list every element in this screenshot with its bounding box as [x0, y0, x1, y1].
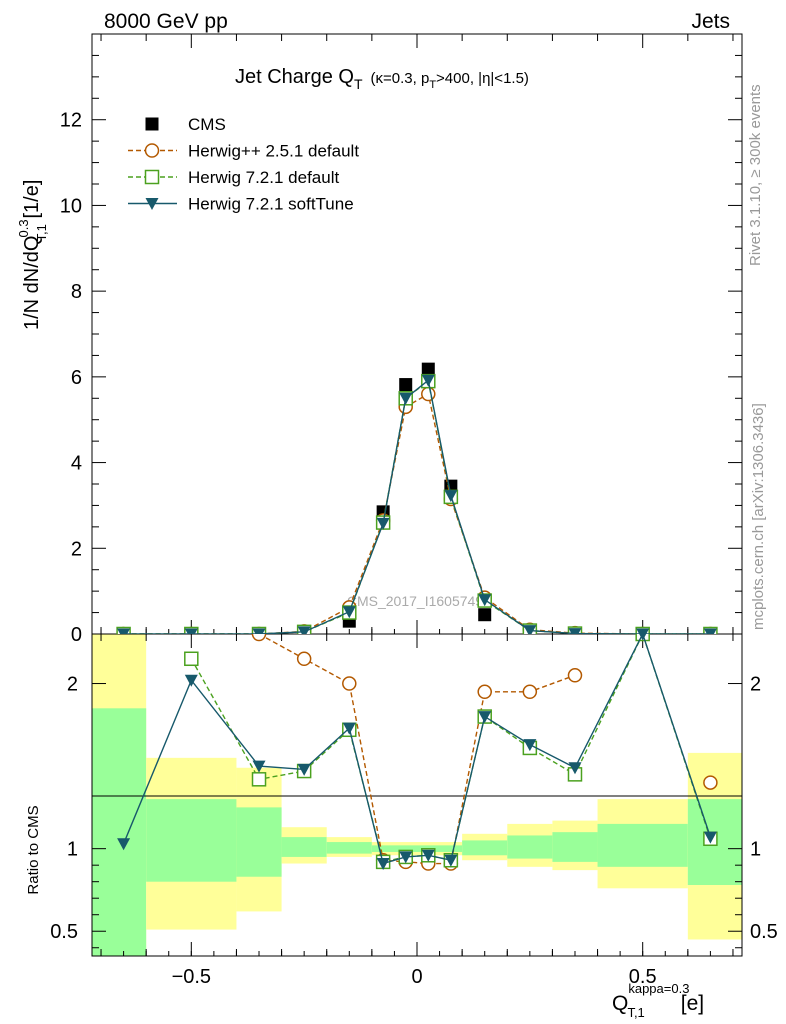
ratio-tick-label-left: 0.5 — [50, 921, 78, 943]
ratio-series-2-point — [251, 772, 267, 787]
ratio-series-3-point — [399, 851, 413, 864]
legend: CMS Herwig++ 2.5.1 default Herwig 7.2.1 de… — [128, 115, 359, 214]
band-inner-5 — [371, 845, 463, 852]
y-tick-label: 4 — [71, 453, 82, 475]
legend-marker-1 — [144, 143, 160, 158]
series-3-point — [523, 625, 537, 634]
legend-marker-0 — [145, 117, 159, 131]
series-0-point — [478, 608, 492, 622]
ratio-tick-label-left: 2 — [67, 674, 78, 696]
ratio-series-1-line — [258, 634, 576, 865]
energy-label: 8000 GeV pp — [104, 10, 228, 33]
rivet-version-label: Rivet 3.1.10, ≥ 300k events — [747, 84, 764, 266]
ratio-axis-label: Ratio to CMS — [25, 805, 42, 894]
x-tick-label: 0 — [411, 966, 422, 988]
ratio-series-3-point — [117, 838, 131, 851]
analysis-watermark: CMS_2017_I1605749 — [347, 593, 483, 609]
ratio-series-3-point — [444, 854, 458, 867]
ratio-series-3-point — [252, 760, 266, 773]
y-tick-label: 12 — [60, 110, 82, 132]
ratio-series-3-line — [122, 634, 712, 865]
band-inner-3 — [281, 837, 327, 857]
band-inner-8 — [552, 832, 598, 862]
y-tick-label: 6 — [71, 367, 82, 389]
band-inner-1 — [146, 799, 237, 882]
series-3-point — [252, 628, 266, 634]
series-0-point — [421, 362, 435, 376]
ratio-series-3-point — [478, 711, 492, 724]
ratio-series-3-point — [568, 762, 582, 775]
ratio-series-3-point — [184, 674, 198, 687]
ratio-series-3-point — [421, 849, 435, 862]
series-3-point — [478, 594, 492, 607]
ratio-tick-label-right: 2 — [750, 674, 761, 696]
series-1-point — [421, 386, 436, 402]
legend-marker-2 — [144, 169, 160, 185]
process-label: Jets — [691, 10, 730, 33]
ratio-tick-label-right: 0.5 — [750, 921, 778, 943]
band-inner-7 — [507, 835, 553, 859]
series-3-point — [297, 626, 311, 634]
ratio-series-1-point — [703, 775, 718, 790]
ratio-series — [117, 634, 718, 871]
x-tick-label: 0.5 — [629, 966, 657, 988]
legend-label-0: CMS — [188, 115, 226, 134]
y-tick-label: 8 — [71, 281, 82, 303]
mcplots-label: mcplots.cern.ch [arXiv:1306.3436] — [750, 403, 767, 630]
ratio-series-1-point — [522, 684, 538, 700]
x-axis-label: Qkappa=0.3 T,1 [e] — [612, 981, 704, 1020]
series-3-point — [636, 628, 650, 634]
series-3-point — [421, 374, 435, 387]
y-axis-label: 1/N dN/dQ0.3 T,1 [1/e] — [16, 180, 49, 330]
band-inner-6 — [462, 840, 508, 856]
series-3-point — [399, 392, 413, 405]
ratio-tick-label-left: 1 — [67, 839, 78, 861]
ratio-tick-label-right: 1 — [750, 839, 761, 861]
series-0-point — [399, 378, 413, 392]
main-series — [116, 362, 718, 634]
ratio-series-1-point — [477, 684, 492, 700]
legend-label-1: Herwig++ 2.5.1 default — [188, 142, 359, 161]
ratio-series-1-point — [251, 634, 267, 642]
ratio-series-1-point — [567, 668, 583, 683]
axis-ticks — [92, 34, 742, 956]
ratio-series-3-point — [639, 634, 647, 641]
band-inner-2 — [236, 807, 282, 877]
band-inner-4 — [326, 842, 372, 854]
band-inner-0 — [92, 708, 147, 956]
series-3-point — [376, 517, 390, 530]
ratio-series-3-point — [342, 722, 356, 735]
ratio-series-3-point — [703, 831, 717, 844]
series-3-point — [444, 490, 458, 503]
y-tick-label: 2 — [71, 538, 82, 560]
y-tick-label: 10 — [60, 195, 82, 217]
series-3-point — [184, 628, 198, 634]
ratio-series-3-point — [297, 763, 311, 776]
series-3-point — [568, 628, 582, 634]
series-3-point — [117, 628, 131, 634]
ratio-uncertainty-bands — [92, 634, 742, 956]
series-3-point — [703, 628, 717, 634]
ratio-series-2-point — [184, 651, 199, 667]
x-tick-label: −0.5 — [172, 966, 211, 988]
legend-marker-3 — [145, 198, 159, 210]
band-inner-9 — [597, 823, 688, 867]
ratio-series-1-point — [296, 651, 312, 667]
ratio-series-3-point — [523, 739, 537, 752]
legend-label-2: Herwig 7.2.1 default — [188, 168, 339, 187]
series-3-line — [123, 379, 711, 634]
ratio-series-3-point — [376, 858, 390, 871]
series-3-point — [342, 606, 356, 619]
y-tick-label: 0 — [71, 624, 82, 646]
ratio-series-1-point — [342, 676, 357, 691]
legend-label-3: Herwig 7.2.1 softTune — [188, 195, 354, 214]
plot-title: Jet Charge QT (κ=0.3, pT>400, |η|<1.5) — [235, 66, 529, 92]
